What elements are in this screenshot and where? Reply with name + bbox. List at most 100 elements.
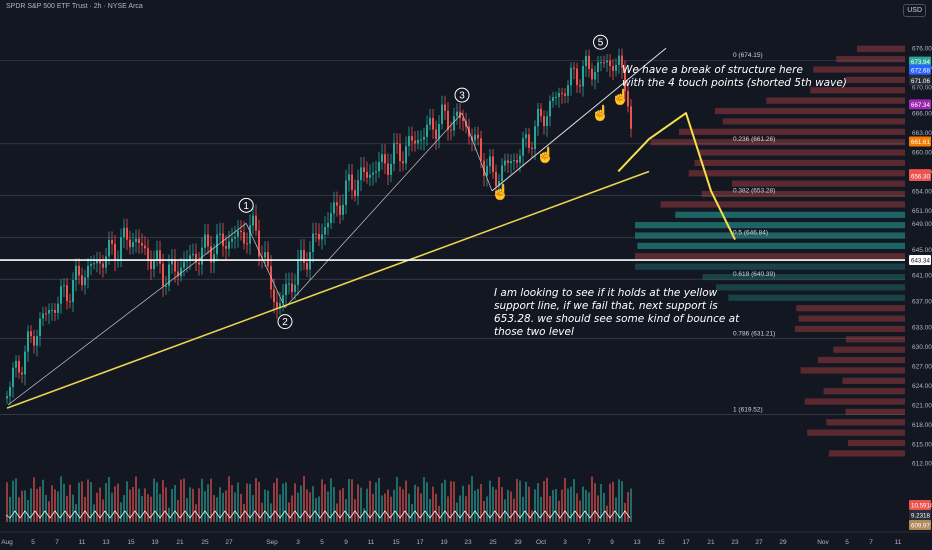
candle-body: [264, 252, 266, 258]
candle-body: [306, 262, 308, 270]
candle-body: [267, 252, 269, 267]
y-tick-label: 627.00: [912, 363, 932, 370]
x-tick-label: 7: [55, 539, 59, 546]
candle-body: [624, 67, 626, 92]
volume-bar: [120, 502, 122, 522]
volume-profile-bar: [826, 419, 905, 426]
wave-line: [284, 112, 463, 308]
volume-bar: [141, 496, 143, 522]
volume-bar: [126, 481, 128, 522]
volume-bar: [12, 480, 14, 522]
candle-body: [321, 234, 323, 240]
volume-bar: [39, 486, 41, 522]
volume-bar: [525, 481, 527, 522]
volume-profile-bar: [847, 439, 905, 447]
candle-body: [537, 108, 539, 127]
volume-bar: [510, 491, 512, 522]
candle-body: [300, 250, 302, 261]
volume-bar: [351, 479, 353, 522]
candle-body: [441, 104, 443, 124]
x-tick-label: 13: [633, 539, 641, 546]
volume-bar: [72, 494, 74, 522]
candle-body: [447, 110, 449, 130]
volume-bar: [96, 492, 98, 522]
candle-body: [504, 160, 506, 166]
candlesticks: [6, 48, 632, 406]
volume-bar: [486, 496, 488, 522]
candle-body: [243, 232, 245, 244]
volume-bar: [249, 483, 251, 522]
volume-bar: [339, 490, 341, 522]
candle-body: [297, 260, 299, 285]
candle-body: [84, 277, 86, 286]
candle-body: [510, 161, 512, 164]
volume-bar: [117, 483, 119, 522]
volume-bar: [189, 487, 191, 522]
volume-bar: [372, 493, 374, 522]
volume-bar: [327, 491, 329, 522]
volume-bar: [495, 489, 497, 522]
volume-bar: [561, 489, 563, 522]
candle-body: [291, 283, 293, 292]
candle-body: [489, 156, 491, 167]
volume-bar: [429, 498, 431, 522]
candle-body: [630, 106, 632, 129]
volume-bar: [174, 485, 176, 522]
candle-body: [54, 310, 56, 313]
volume-bar: [78, 482, 80, 522]
candle-body: [123, 227, 125, 238]
volume-bar: [219, 487, 221, 522]
wave-label-circle: [238, 197, 254, 213]
candle-body: [582, 65, 584, 87]
volume-bar: [204, 491, 206, 522]
volume-bar: [459, 495, 461, 522]
candle-body: [531, 147, 533, 149]
volume-profile-bar: [722, 118, 905, 125]
volume-bar: [546, 477, 548, 522]
candle-body: [549, 100, 551, 117]
candle-body: [198, 262, 200, 265]
x-tick-label: 9: [344, 539, 348, 546]
candle-body: [102, 263, 104, 268]
candle-body: [45, 313, 47, 315]
volume-bar: [135, 476, 137, 522]
price-label-bg: [909, 99, 931, 110]
candle-body: [333, 202, 335, 214]
candle-body: [486, 166, 488, 176]
candle-body: [444, 104, 446, 111]
price-label-bg: [909, 64, 931, 75]
annotation-bottom: I am looking to see if it holds at the y…: [494, 287, 740, 338]
candle-body: [498, 181, 500, 187]
volume-bar: [201, 478, 203, 522]
fib-level-label: 0 (674.15): [733, 52, 763, 59]
candle-body: [153, 260, 155, 269]
volume-bar: [297, 492, 299, 522]
candle-body: [450, 129, 452, 131]
candle-body: [606, 60, 608, 63]
volume-bar: [366, 488, 368, 522]
candle-body: [516, 160, 518, 163]
x-tick-label: Oct: [536, 539, 546, 546]
candle-body: [30, 331, 32, 337]
candle-body: [408, 136, 410, 147]
x-tick-label: 3: [563, 539, 567, 546]
volume-bar: [87, 479, 89, 522]
volume-bar: [306, 489, 308, 522]
volume-bar: [342, 488, 344, 522]
y-tick-label: 624.00: [912, 383, 932, 390]
chart-title[interactable]: SPDR S&P 500 ETF Trust · 2h · NYSE Arca: [6, 3, 143, 10]
volume-bar: [384, 493, 386, 522]
fib-level-label: 0.618 (640.39): [733, 271, 775, 278]
indicator-value: 9.2318: [911, 513, 930, 520]
x-tick-label: 17: [682, 539, 690, 546]
currency-button[interactable]: USD: [903, 4, 926, 17]
candle-body: [357, 180, 359, 197]
candle-body: [282, 295, 284, 304]
volume-bar: [234, 492, 236, 522]
candle-body: [513, 160, 515, 162]
volume-bar: [534, 489, 536, 522]
candle-body: [294, 284, 296, 292]
volume-profile-bar: [794, 325, 905, 333]
